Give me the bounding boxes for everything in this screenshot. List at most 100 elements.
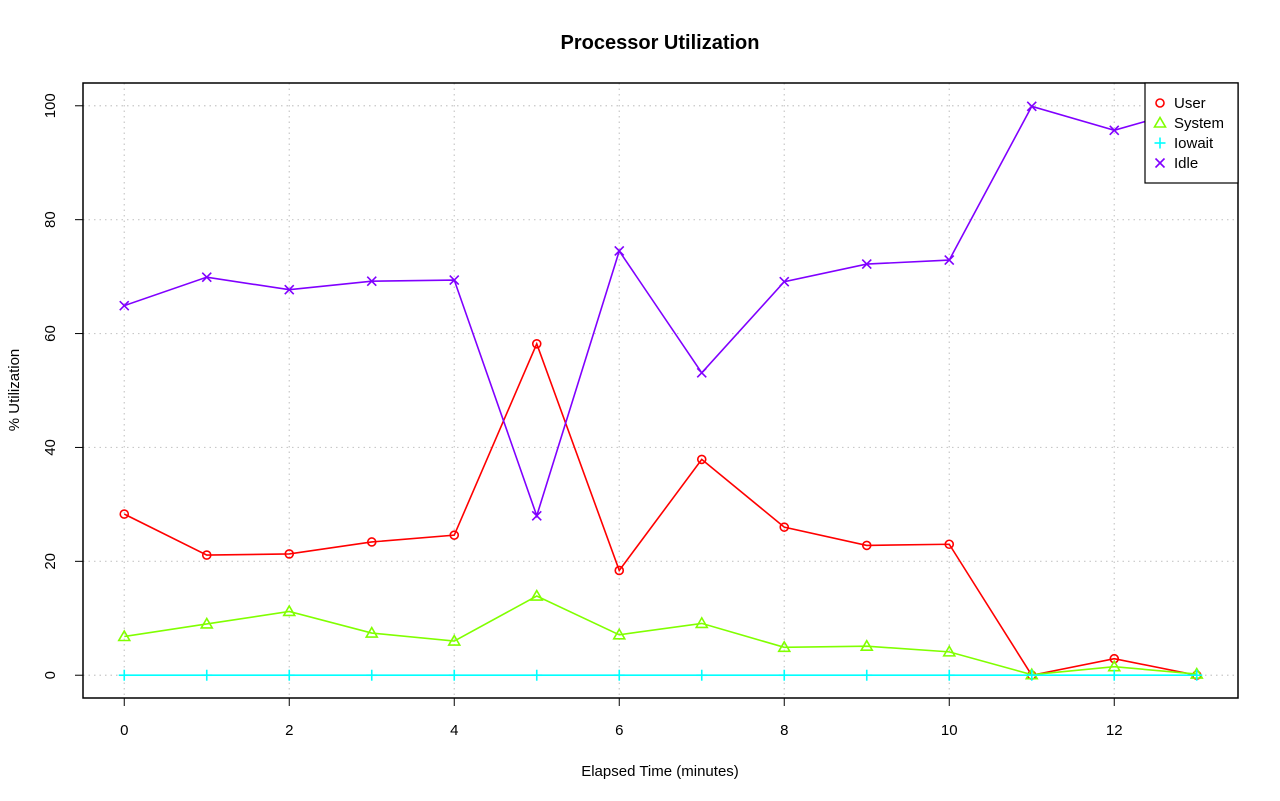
data-point-user <box>861 540 872 551</box>
marker-shape <box>777 640 792 653</box>
marker-shape <box>779 522 790 532</box>
marker-shape <box>284 549 295 559</box>
data-point-system <box>529 588 544 601</box>
marker-shape <box>614 565 625 576</box>
x-axis-label: Elapsed Time (minutes) <box>581 763 739 780</box>
plot-frame <box>82 82 1239 699</box>
chart-title: Processor Utilization <box>561 32 760 54</box>
data-point-idle <box>201 272 212 283</box>
y-tick-label: 20 <box>42 553 59 570</box>
marker-shape <box>449 274 460 286</box>
marker-shape <box>944 539 955 550</box>
data-point-idle <box>284 284 295 295</box>
x-tick-label: 6 <box>615 722 623 739</box>
marker-shape <box>201 272 212 283</box>
y-axis: 0 20 40 60 80 100 <box>42 93 83 679</box>
y-tick-label: 0 <box>42 671 59 679</box>
marker-shape <box>1154 157 1166 169</box>
marker-shape <box>199 616 214 629</box>
data-point-iowait <box>1026 669 1038 681</box>
x-tick-label: 4 <box>450 722 458 739</box>
marker-shape <box>1026 101 1037 112</box>
marker-shape <box>612 627 627 640</box>
marker-shape <box>282 604 297 617</box>
data-point-user <box>696 454 707 465</box>
series-line-system <box>124 595 1197 676</box>
data-point-iowait <box>696 669 708 681</box>
x-tick-label: 10 <box>941 722 958 739</box>
marker-shape <box>1109 125 1120 136</box>
data-point-iowait <box>201 669 213 681</box>
grid <box>83 83 1238 698</box>
data-point-system <box>364 625 379 638</box>
data-point-idle <box>1026 101 1037 112</box>
marker-shape <box>119 509 130 519</box>
marker-shape <box>779 276 790 287</box>
data-point-idle <box>614 245 625 257</box>
marker-shape <box>859 639 874 651</box>
marker-shape <box>529 588 544 601</box>
data-point-system <box>694 616 709 629</box>
data-point-idle <box>696 367 707 378</box>
x-tick-label: 2 <box>285 722 293 739</box>
data-point-user <box>284 549 295 559</box>
marker-shape <box>861 259 872 270</box>
legend-marker-user <box>1155 98 1165 108</box>
data-point-idle <box>366 276 377 287</box>
data-point-iowait <box>943 669 955 681</box>
legend-label-user: User <box>1174 95 1206 112</box>
legend-label-iowait: Iowait <box>1174 135 1214 152</box>
marker-shape <box>117 629 132 642</box>
data-point-idle <box>861 259 872 270</box>
data-point-iowait <box>861 669 873 681</box>
series-line-idle <box>123 105 1197 519</box>
marker-shape <box>942 644 957 657</box>
legend: User System Iowait Idle <box>1144 82 1239 184</box>
data-point-iowait <box>283 669 295 681</box>
marker-shape <box>366 276 377 287</box>
data-point-system <box>859 639 874 651</box>
data-point-iowait <box>531 669 543 681</box>
legend-label-system: System <box>1174 115 1224 132</box>
data-point-idle <box>1109 125 1120 136</box>
marker-shape <box>694 616 709 629</box>
marker-shape <box>447 633 462 646</box>
y-tick-label: 80 <box>42 211 59 228</box>
series-line-user <box>123 341 1197 677</box>
y-axis-label: % Utilization <box>6 349 23 432</box>
data-point-idle <box>531 510 542 521</box>
data-point-system <box>199 616 214 629</box>
marker-shape <box>531 339 542 349</box>
x-tick-label: 0 <box>120 722 128 739</box>
data-point-iowait <box>448 669 460 681</box>
series-layer <box>117 101 1204 681</box>
data-point-system <box>777 640 792 653</box>
y-tick-label: 40 <box>42 439 59 456</box>
marker-shape <box>449 530 460 540</box>
marker-shape <box>944 255 955 266</box>
marker-shape <box>284 284 295 295</box>
data-point-user <box>119 509 130 519</box>
data-point-idle <box>944 255 955 266</box>
data-point-iowait <box>118 669 130 681</box>
marker-shape <box>201 550 212 560</box>
data-point-user <box>614 565 625 576</box>
y-tick-label: 60 <box>42 325 59 342</box>
data-point-user <box>366 537 377 547</box>
data-point-system <box>612 627 627 640</box>
marker-shape <box>364 625 379 638</box>
marker-shape <box>696 454 707 465</box>
marker-shape <box>614 245 625 257</box>
data-point-iowait <box>778 669 790 681</box>
marker-shape <box>696 367 707 378</box>
data-point-idle <box>119 300 130 311</box>
data-point-system <box>447 633 462 646</box>
marker-shape <box>1153 115 1167 128</box>
marker-shape <box>1155 98 1165 108</box>
data-point-system <box>942 644 957 657</box>
x-tick-label: 8 <box>780 722 788 739</box>
data-point-user <box>449 530 460 540</box>
data-point-idle <box>779 276 790 287</box>
data-point-system <box>282 604 297 617</box>
